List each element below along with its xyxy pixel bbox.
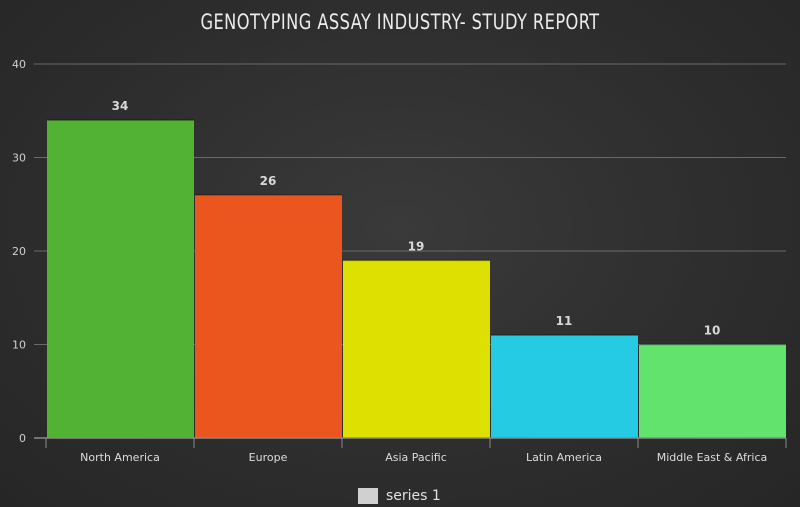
bar — [343, 260, 490, 438]
legend: series 1 — [358, 488, 441, 504]
bar — [639, 344, 786, 438]
x-tick-label: Middle East & Africa — [657, 451, 768, 464]
y-tick-label: 0 — [19, 432, 26, 445]
x-tick-label: Latin America — [526, 451, 602, 464]
x-tick-label: Europe — [249, 451, 288, 464]
data-label: 34 — [112, 99, 129, 113]
bar — [195, 194, 342, 438]
y-tick-label: 20 — [12, 245, 26, 258]
data-label: 10 — [704, 324, 721, 338]
x-tick-label: North America — [80, 451, 160, 464]
data-label: 11 — [556, 314, 573, 328]
bars — [47, 119, 786, 438]
legend-swatch — [358, 488, 378, 504]
chart-title: GENOTYPING ASSAY INDUSTRY- STUDY REPORT — [200, 10, 600, 34]
bar — [491, 335, 638, 438]
y-tick-label: 30 — [12, 152, 26, 165]
bar — [47, 120, 194, 438]
axes: 0 10 20 30 40 North America Europe Asia Pacific… — [12, 58, 787, 464]
x-tick-label: Asia Pacific — [385, 451, 447, 464]
y-tick-label: 10 — [12, 339, 26, 352]
legend-label: series 1 — [386, 488, 441, 504]
y-tick-label: 40 — [12, 58, 26, 71]
data-label: 19 — [408, 239, 425, 253]
data-labels: 34 26 19 11 10 — [112, 99, 721, 337]
data-label: 26 — [260, 174, 277, 188]
